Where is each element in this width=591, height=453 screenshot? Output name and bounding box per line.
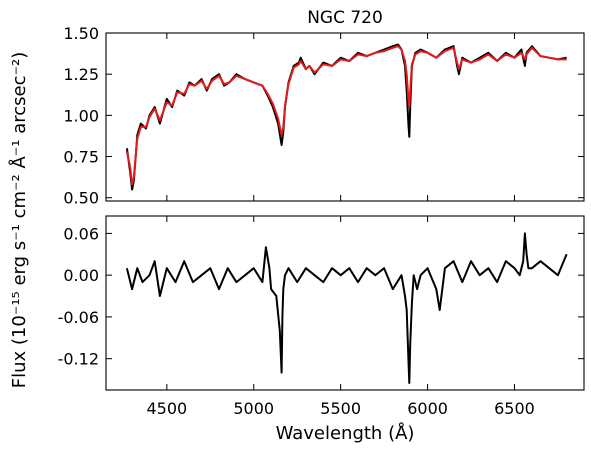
y-tick-label: 0.06 (63, 224, 99, 243)
x-tick-label: 6000 (407, 399, 448, 418)
bottom-ticks: 4500 5000 5500 6000 6500 0.06 0.00 -0.06 -0.12 (58, 216, 584, 418)
x-tick-label: 4500 (146, 399, 187, 418)
bottom-panel-frame (105, 215, 585, 391)
y-tick-label: -0.12 (58, 350, 99, 369)
x-axis-label: Wavelength (Å) (276, 422, 415, 444)
panel-2-series-1-line (125, 232, 568, 384)
top-plot-area (125, 43, 567, 191)
y-tick-label: 1.50 (63, 24, 99, 43)
y-axis-label: Flux (10⁻¹⁵ erg s⁻¹ cm⁻² Å⁻¹ arcsec⁻²) (8, 52, 30, 388)
x-tick-label: 6500 (494, 399, 535, 418)
top-ticks: 0.50 0.75 1.00 1.25 1.50 (63, 24, 584, 208)
y-tick-label: 0.00 (63, 266, 99, 285)
y-tick-label: 1.25 (63, 65, 99, 84)
bottom-plot-area (125, 232, 568, 384)
y-tick-label: 0.50 (63, 189, 99, 208)
y-tick-label: -0.06 (58, 308, 99, 327)
y-tick-label: 0.75 (63, 148, 99, 167)
chart-title: NGC 720 (307, 8, 383, 28)
y-tick-label: 1.00 (63, 106, 99, 125)
top-panel-frame (105, 32, 585, 202)
x-tick-label: 5000 (233, 399, 274, 418)
panel-1-series-2-line (125, 45, 567, 186)
panel-1-series-1-line (125, 43, 567, 191)
x-tick-label: 5500 (320, 399, 361, 418)
bottom-panel: 4500 5000 5500 6000 6500 0.06 0.00 -0.06 -0.12 (58, 215, 585, 418)
top-panel: 0.50 0.75 1.00 1.25 1.50 (63, 24, 585, 208)
